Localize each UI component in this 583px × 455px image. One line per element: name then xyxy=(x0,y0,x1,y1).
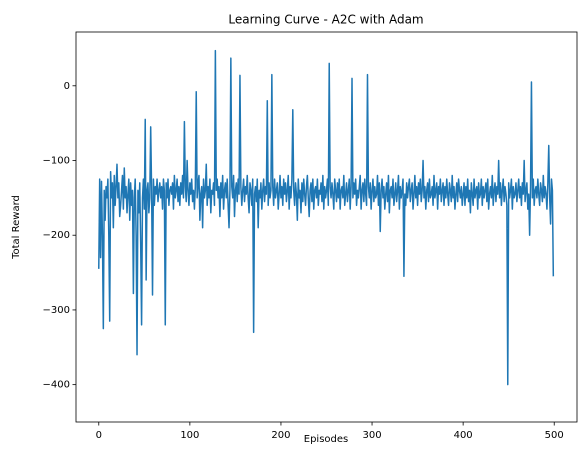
x-tick-label: 400 xyxy=(454,430,473,441)
y-tick-label: −200 xyxy=(43,230,70,241)
y-tick-label: −400 xyxy=(43,380,70,391)
x-tick-label: 500 xyxy=(545,430,564,441)
plot-frame xyxy=(75,31,578,423)
y-tick-label: −100 xyxy=(43,156,70,167)
y-tick-label: 0 xyxy=(64,81,70,92)
chart-title: Learning Curve - A2C with Adam xyxy=(228,13,423,27)
data-line xyxy=(98,49,555,386)
y-tick-label: −300 xyxy=(43,305,70,316)
x-tick-label: 100 xyxy=(180,430,199,441)
x-tick-label: 300 xyxy=(362,430,381,441)
x-tick-label: 0 xyxy=(96,430,102,441)
x-tick-label: 200 xyxy=(271,430,290,441)
y-axis-label: Total Reward xyxy=(11,195,22,260)
x-axis-label: Episodes xyxy=(304,434,348,445)
